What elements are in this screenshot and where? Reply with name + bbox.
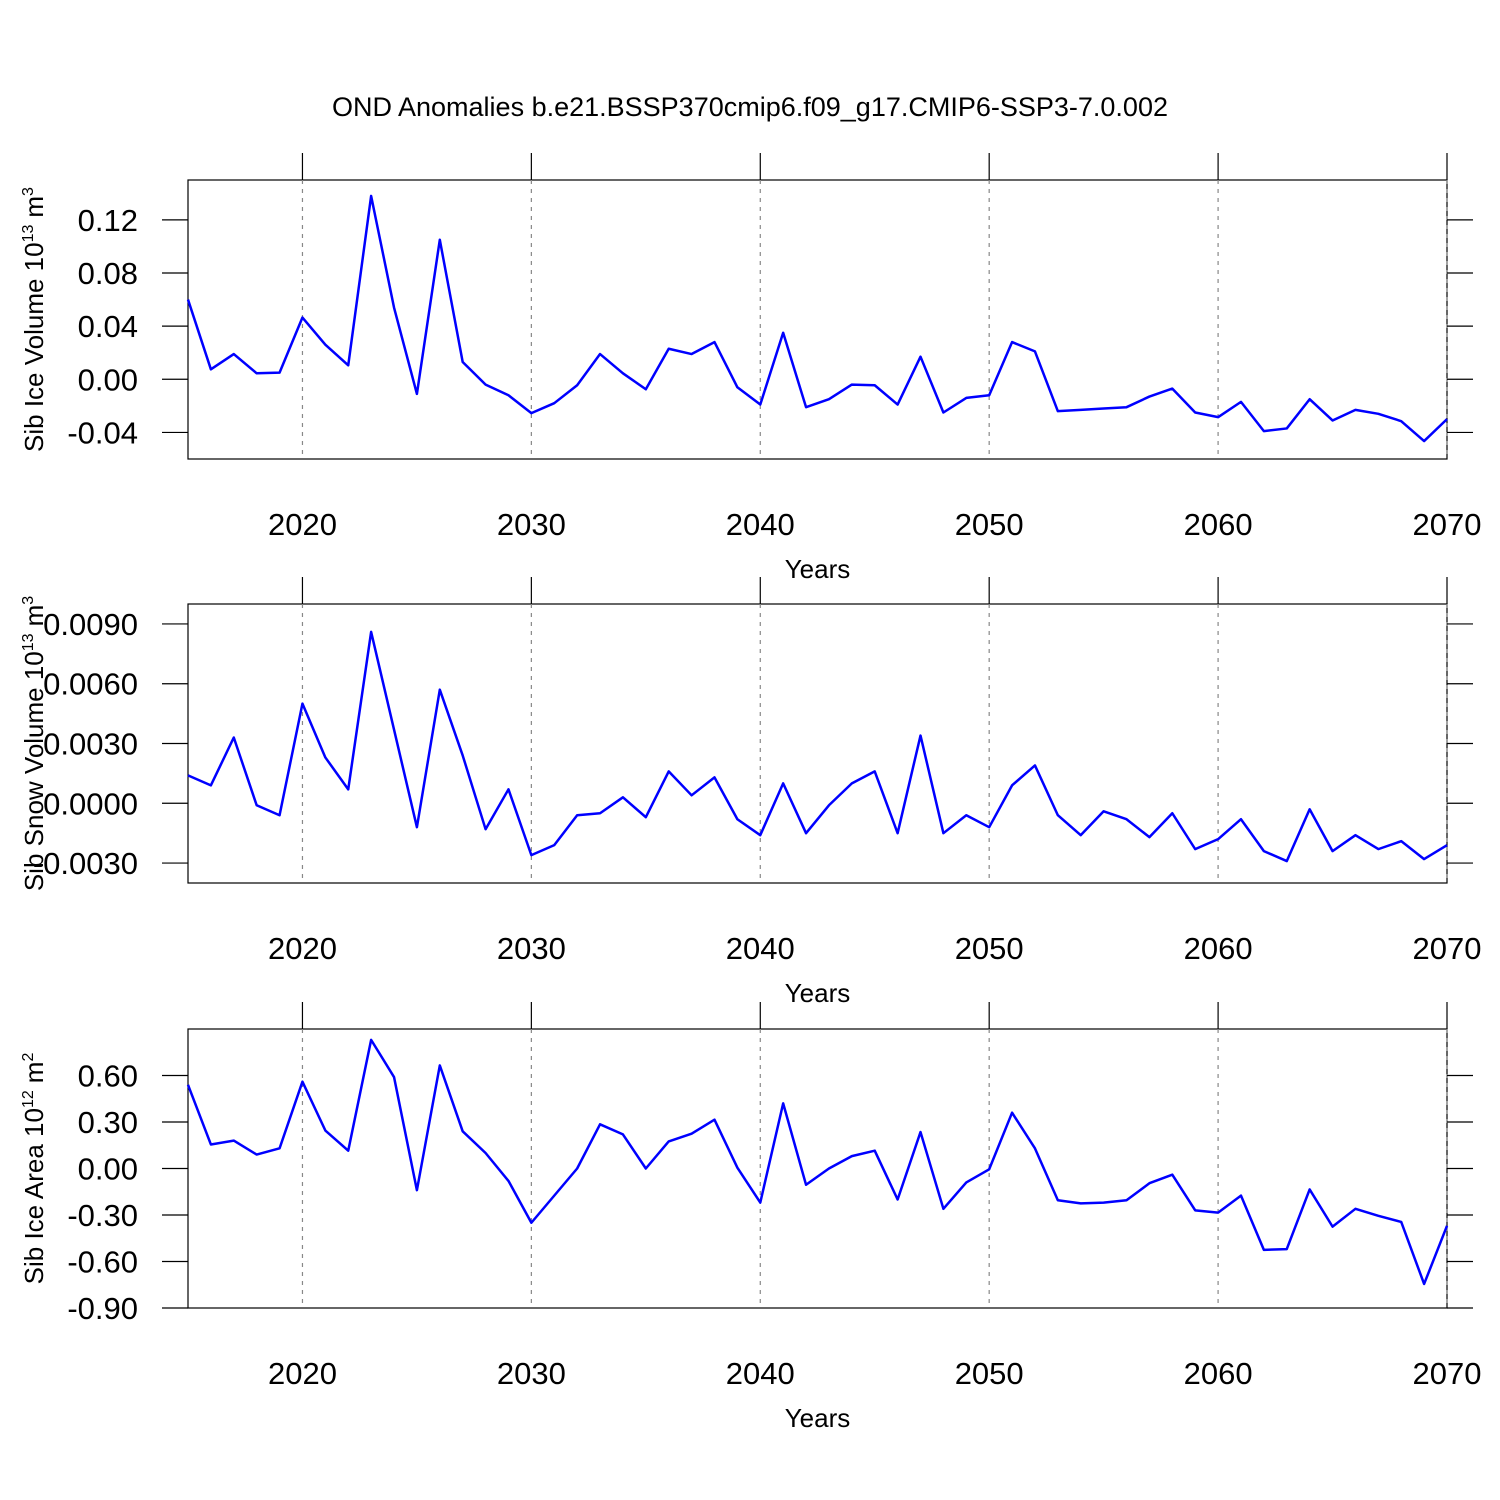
x-tick-label: 2040 xyxy=(726,1356,795,1391)
data-line xyxy=(186,194,1448,443)
y-tick-label: 0.30 xyxy=(78,1105,138,1140)
data-line xyxy=(186,1038,1449,1286)
x-axis-label: Years xyxy=(785,1403,851,1433)
y-tick-label: -0.60 xyxy=(67,1245,138,1280)
x-tick-label: 2030 xyxy=(497,931,566,966)
y-tick-label: 0.0090 xyxy=(43,607,138,642)
x-axis-label: Years xyxy=(785,554,851,584)
x-axis-label: Years xyxy=(785,978,851,1008)
plot-frame xyxy=(187,1028,1448,1309)
data-line xyxy=(187,630,1448,863)
y-tick-label: 0.60 xyxy=(78,1059,138,1094)
y-axis-label: Sib Snow Volume 1013 m3 xyxy=(19,596,49,891)
y-axis-label-part: Sib Ice Area 10 xyxy=(19,1108,49,1284)
y-tick-label: -0.0030 xyxy=(33,846,138,881)
y-tick-label: 0.00 xyxy=(78,1152,138,1187)
x-tick-label: 2020 xyxy=(268,931,337,966)
y-axis-label-part: Sib Snow Volume 10 xyxy=(19,651,49,891)
x-tick-label: 2060 xyxy=(1184,1356,1253,1391)
x-tick-label: 2020 xyxy=(268,507,337,542)
y-axis-label-part: Sib Ice Volume 10 xyxy=(19,242,49,452)
y-tick-label: 0.04 xyxy=(78,309,138,344)
y-axis-label-superscript: 3 xyxy=(20,596,37,605)
y-tick-label: 0.0060 xyxy=(43,667,138,702)
x-tick-label: 2040 xyxy=(726,507,795,542)
y-axis-label: Sib Ice Area 1012 m2 xyxy=(19,1053,49,1285)
plot-frame xyxy=(187,179,1448,460)
y-axis-label-part: m xyxy=(19,605,49,627)
y-axis-label-part: m xyxy=(19,1062,49,1084)
x-tick-label: 2050 xyxy=(955,1356,1024,1391)
x-tick-label: 2060 xyxy=(1184,931,1253,966)
x-tick-label: 2050 xyxy=(955,931,1024,966)
y-axis-label-superscript: 12 xyxy=(20,1090,37,1108)
y-axis-label-superscript: 3 xyxy=(20,187,37,196)
y-tick-label: 0.0030 xyxy=(43,727,138,762)
y-axis-label-superscript: 2 xyxy=(20,1053,37,1062)
x-tick-label: 2060 xyxy=(1184,507,1253,542)
y-axis-label-superscript: 13 xyxy=(20,225,37,243)
y-tick-label: 0.0000 xyxy=(43,786,138,821)
x-tick-label: 2030 xyxy=(497,1356,566,1391)
y-tick-label: 0.08 xyxy=(78,256,138,291)
y-tick-label: 0.00 xyxy=(78,362,138,397)
x-tick-label: 2050 xyxy=(955,507,1024,542)
y-tick-label: -0.90 xyxy=(67,1291,138,1326)
x-tick-label: 2040 xyxy=(726,931,795,966)
y-tick-label: -0.04 xyxy=(67,415,138,450)
y-tick-label: 0.12 xyxy=(78,203,138,238)
x-tick-label: 2020 xyxy=(268,1356,337,1391)
x-tick-label: 2070 xyxy=(1413,931,1482,966)
figure-title: OND Anomalies b.e21.BSSP370cmip6.f09_g17… xyxy=(332,92,1168,122)
x-tick-label: 2030 xyxy=(497,507,566,542)
x-tick-label: 2070 xyxy=(1413,507,1482,542)
y-axis-label-part: m xyxy=(19,196,49,218)
y-tick-label: -0.30 xyxy=(67,1198,138,1233)
y-axis-label-superscript: 13 xyxy=(20,633,37,651)
y-axis-label: Sib Ice Volume 1013 m3 xyxy=(19,187,49,452)
x-tick-label: 2070 xyxy=(1413,1356,1482,1391)
